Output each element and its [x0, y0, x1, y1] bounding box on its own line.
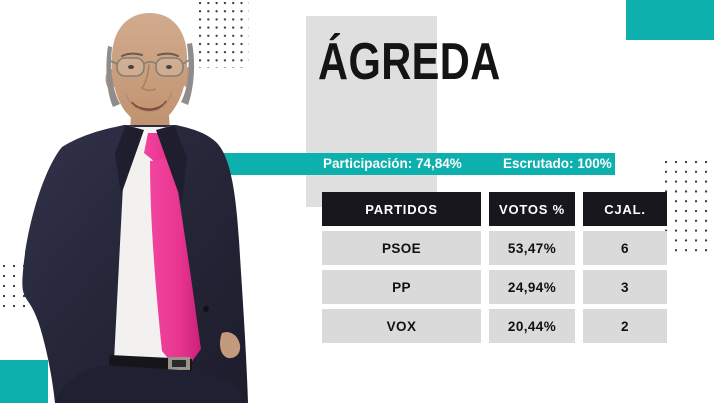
column-header-votos: VOTOS % [489, 192, 575, 226]
votes-cell: 53,47% [489, 231, 575, 265]
party-cell: PP [322, 270, 481, 304]
teal-corner-block-bottom-left [0, 360, 48, 403]
participation-stat: Participación: 74,84% [323, 156, 462, 171]
trousers [55, 365, 248, 403]
page-title: ÁGREDA [318, 33, 501, 91]
teal-corner-block-top-right [626, 0, 714, 40]
results-table: PARTIDOS VOTOS % CJAL. PSOE 53,47% 6 PP … [322, 192, 667, 343]
party-cell: VOX [322, 309, 481, 343]
seats-cell: 6 [583, 231, 667, 265]
dot-grid-right [665, 161, 713, 255]
dot-grid-top [199, 2, 249, 68]
column-header-partidos: PARTIDOS [322, 192, 481, 226]
candidate-photo [22, 13, 248, 403]
stats-bar: Participación: 74,84% Escrutado: 100% [190, 153, 615, 175]
seats-cell: 2 [583, 309, 667, 343]
votes-cell: 24,94% [489, 270, 575, 304]
title-backdrop-block [306, 16, 437, 207]
column-header-cjal: CJAL. [583, 192, 667, 226]
seats-cell: 3 [583, 270, 667, 304]
glasses [110, 57, 190, 77]
scrutinized-stat: Escrutado: 100% [503, 156, 612, 171]
votes-cell: 20,44% [489, 309, 575, 343]
party-cell: PSOE [322, 231, 481, 265]
face [111, 13, 188, 127]
